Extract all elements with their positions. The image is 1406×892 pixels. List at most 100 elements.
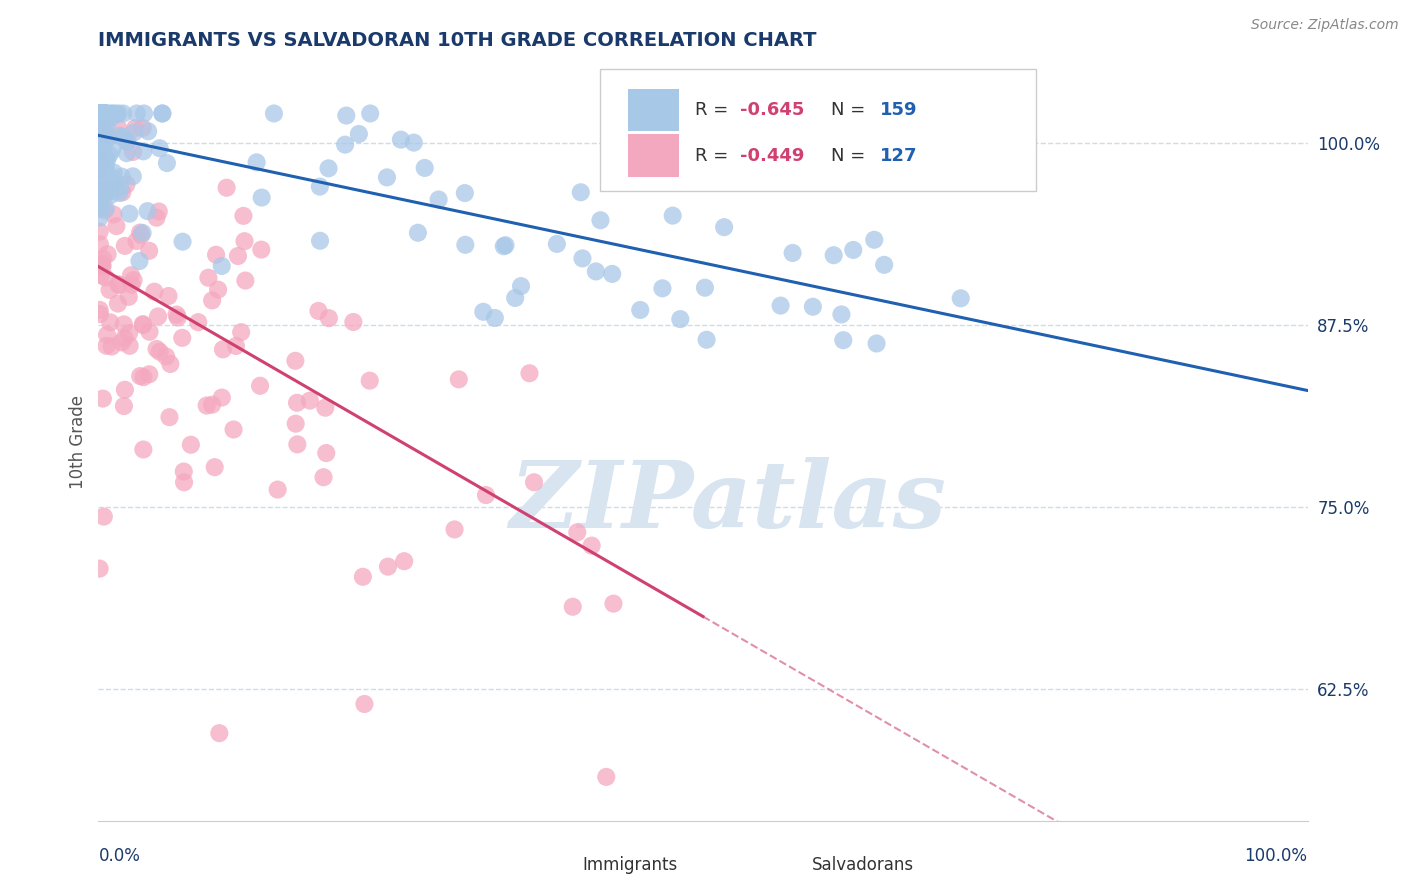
Point (90, 112, 112, 127)
Point (93, 121, 115, 136)
Point (89, 561, 111, 575)
Point (523, 475, 546, 490)
Point (132, 317, 155, 331)
Point (89, 163, 111, 178)
Point (333, 137, 356, 152)
Point (89, 137, 111, 152)
Point (149, 141, 172, 155)
Point (128, 254, 150, 268)
Point (89, 150, 111, 164)
Point (222, 422, 245, 436)
Point (454, 186, 477, 200)
FancyBboxPatch shape (759, 844, 800, 887)
Point (132, 442, 155, 457)
Point (90, 146, 112, 161)
Point (651, 281, 673, 295)
Point (94, 203, 117, 218)
Point (447, 372, 470, 386)
Point (589, 213, 612, 227)
Point (94, 169, 117, 184)
Point (89, 108, 111, 122)
Point (132, 106, 155, 120)
Point (172, 331, 194, 345)
Point (93, 106, 115, 120)
Point (103, 181, 125, 195)
Point (91, 144, 114, 158)
Point (105, 107, 128, 121)
Point (312, 470, 335, 484)
Point (166, 308, 188, 322)
Point (94, 186, 117, 200)
Text: R =: R = (695, 146, 734, 165)
Point (567, 525, 589, 540)
Point (842, 243, 865, 257)
Point (111, 169, 134, 184)
Point (443, 523, 465, 537)
Point (145, 211, 167, 225)
Point (89, 144, 111, 158)
Point (342, 315, 364, 329)
Point (104, 106, 127, 120)
Point (101, 106, 124, 120)
Point (389, 133, 412, 147)
Text: ZIPatlas: ZIPatlas (509, 458, 946, 547)
Point (231, 325, 253, 339)
Point (94, 106, 117, 120)
Point (91, 392, 114, 406)
Point (89, 106, 111, 120)
Point (125, 234, 148, 248)
Point (132, 370, 155, 384)
Point (89, 106, 111, 120)
Point (98, 147, 121, 161)
Point (96, 120, 118, 135)
Point (89, 307, 111, 321)
Point (495, 238, 517, 252)
Point (90, 108, 112, 122)
Point (89, 106, 111, 120)
Point (89, 140, 111, 154)
Point (454, 237, 477, 252)
Point (561, 599, 583, 614)
Point (98, 315, 121, 329)
Point (89, 183, 111, 197)
Point (581, 539, 603, 553)
Point (503, 291, 526, 305)
Point (91, 177, 114, 191)
Point (89, 116, 111, 130)
Point (108, 186, 131, 200)
Point (90, 268, 112, 282)
Point (94, 202, 117, 216)
Point (138, 325, 160, 339)
Point (89, 106, 111, 120)
Point (114, 239, 136, 253)
Point (89, 145, 111, 160)
Point (693, 281, 716, 295)
Point (89, 106, 111, 120)
Point (91, 126, 114, 140)
Point (250, 243, 273, 257)
Point (138, 244, 160, 258)
Point (801, 300, 824, 314)
Point (94, 106, 117, 120)
Point (115, 178, 138, 192)
Point (233, 234, 256, 248)
Point (208, 726, 231, 740)
Point (353, 697, 375, 711)
Point (150, 106, 173, 120)
Point (97, 185, 120, 199)
Point (90, 260, 112, 274)
Point (96, 106, 118, 120)
Point (782, 246, 804, 260)
Point (571, 252, 593, 266)
Point (121, 169, 143, 184)
Point (91, 259, 114, 273)
Point (173, 475, 195, 490)
Point (96, 151, 118, 165)
Point (103, 171, 125, 186)
Point (112, 318, 135, 332)
Point (89, 182, 111, 196)
Text: 127: 127 (880, 146, 917, 165)
Point (94, 164, 117, 178)
Point (122, 125, 145, 139)
Text: Immigrants: Immigrants (582, 856, 678, 874)
